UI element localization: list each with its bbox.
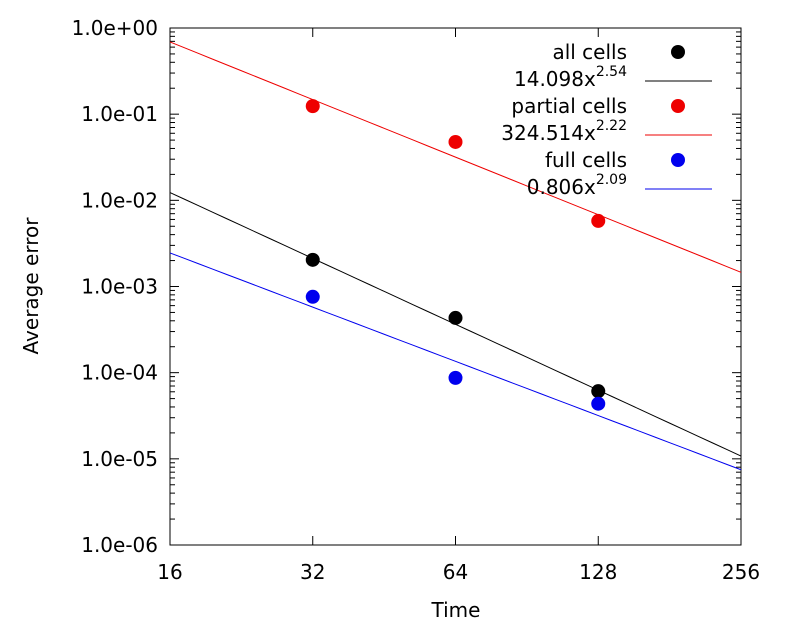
legend-fit-name: 0.806x — [527, 175, 596, 199]
x-tick-label: 128 — [579, 560, 617, 584]
plot-frame — [169, 27, 742, 546]
data-point — [305, 99, 320, 114]
y-tick-label: 1.0e-03 — [81, 275, 158, 299]
x-tick-label: 64 — [443, 560, 468, 584]
legend-label: all cells — [552, 40, 627, 64]
fit-line — [169, 41, 742, 273]
legend-marker — [671, 99, 685, 113]
x-axis-label: Time — [431, 598, 481, 622]
data-point — [305, 289, 320, 304]
data-point — [448, 370, 463, 385]
y-tick-label: 1.0e-01 — [81, 102, 158, 126]
data-point — [305, 252, 320, 267]
legend-label: 324.514x2.22 — [501, 118, 627, 145]
data-point — [591, 396, 606, 411]
legend-label: full cells — [545, 148, 627, 172]
y-axis-label: Average error — [19, 217, 43, 355]
x-tick-label: 16 — [157, 560, 182, 584]
x-tick-label: 32 — [300, 560, 325, 584]
x-tick-label: 256 — [722, 560, 760, 584]
data-point — [448, 134, 463, 149]
y-tick-label: 1.0e-04 — [81, 361, 158, 385]
data-point — [448, 310, 463, 325]
legend-marker — [671, 153, 685, 167]
legend-fit-exponent: 2.22 — [596, 118, 627, 134]
y-tick-label: 1.0e-02 — [81, 188, 158, 212]
legend-label: 0.806x2.09 — [527, 172, 627, 199]
legend-label: partial cells — [511, 94, 627, 118]
y-tick-label: 1.0e+00 — [72, 16, 158, 40]
legend-label: 14.098x2.54 — [514, 64, 627, 91]
legend-fit-name: 14.098x — [514, 67, 596, 91]
legend-marker — [671, 45, 685, 59]
legend-fit-exponent: 2.09 — [596, 172, 627, 188]
y-tick-label: 1.0e-05 — [81, 447, 158, 471]
y-tick-label: 1.0e-06 — [81, 533, 158, 557]
fit-line — [169, 252, 742, 471]
legend-fit-exponent: 2.54 — [596, 64, 627, 80]
data-point — [591, 213, 606, 228]
data-point — [591, 384, 606, 399]
legend-fit-name: 324.514x — [501, 121, 596, 145]
